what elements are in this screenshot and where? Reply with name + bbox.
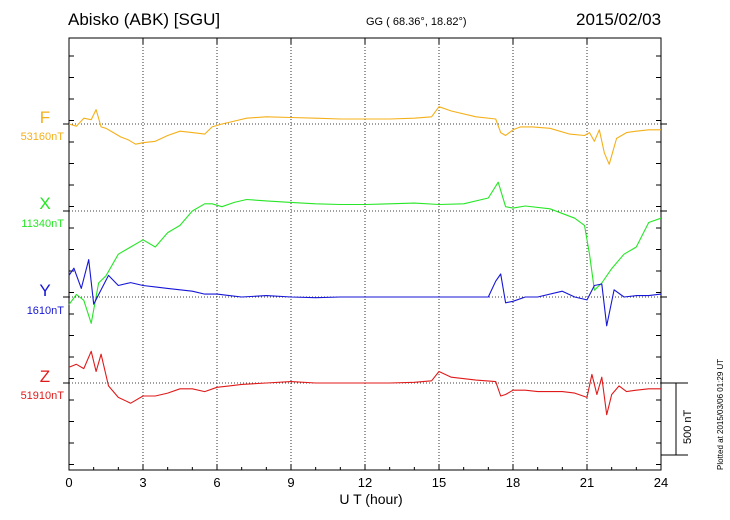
trace-y — [68, 259, 662, 327]
x-tick-label: 24 — [654, 475, 668, 490]
plot-date: 2015/02/03 — [576, 10, 662, 29]
scale-bar-label: 500 nT — [682, 409, 694, 444]
trace-f — [68, 106, 661, 165]
baseline-label-f: 53160nT — [20, 131, 64, 143]
x-tick-label: 3 — [139, 475, 146, 490]
plotted-timestamp: Plotted at 2015/03/06 01:29 UT — [716, 358, 725, 470]
component-label-f: F — [39, 108, 51, 127]
trace-z — [68, 350, 661, 416]
x-tick-label: 0 — [65, 475, 72, 490]
baseline-label-z: 51910nT — [20, 390, 64, 402]
x-tick-label: 15 — [432, 475, 446, 490]
x-axis-label: U T (hour) — [339, 491, 403, 507]
x-tick-label: 9 — [287, 475, 294, 490]
station-title: Abisko (ABK) [SGU] — [68, 10, 221, 29]
baseline-label-y: 1610nT — [26, 305, 64, 317]
x-tick-label: 18 — [506, 475, 520, 490]
baseline-label-x: 11340nT — [21, 218, 64, 230]
component-label-x: X — [39, 194, 51, 213]
x-tick-label: 21 — [580, 475, 594, 490]
component-label-y: Y — [39, 281, 51, 300]
geographic-coordinates: GG ( 68.36°, 18.82°) — [366, 16, 467, 28]
x-tick-label: 12 — [358, 475, 372, 490]
component-label-z: Z — [39, 367, 51, 386]
trace-x — [68, 181, 662, 324]
x-tick-label: 6 — [213, 475, 220, 490]
